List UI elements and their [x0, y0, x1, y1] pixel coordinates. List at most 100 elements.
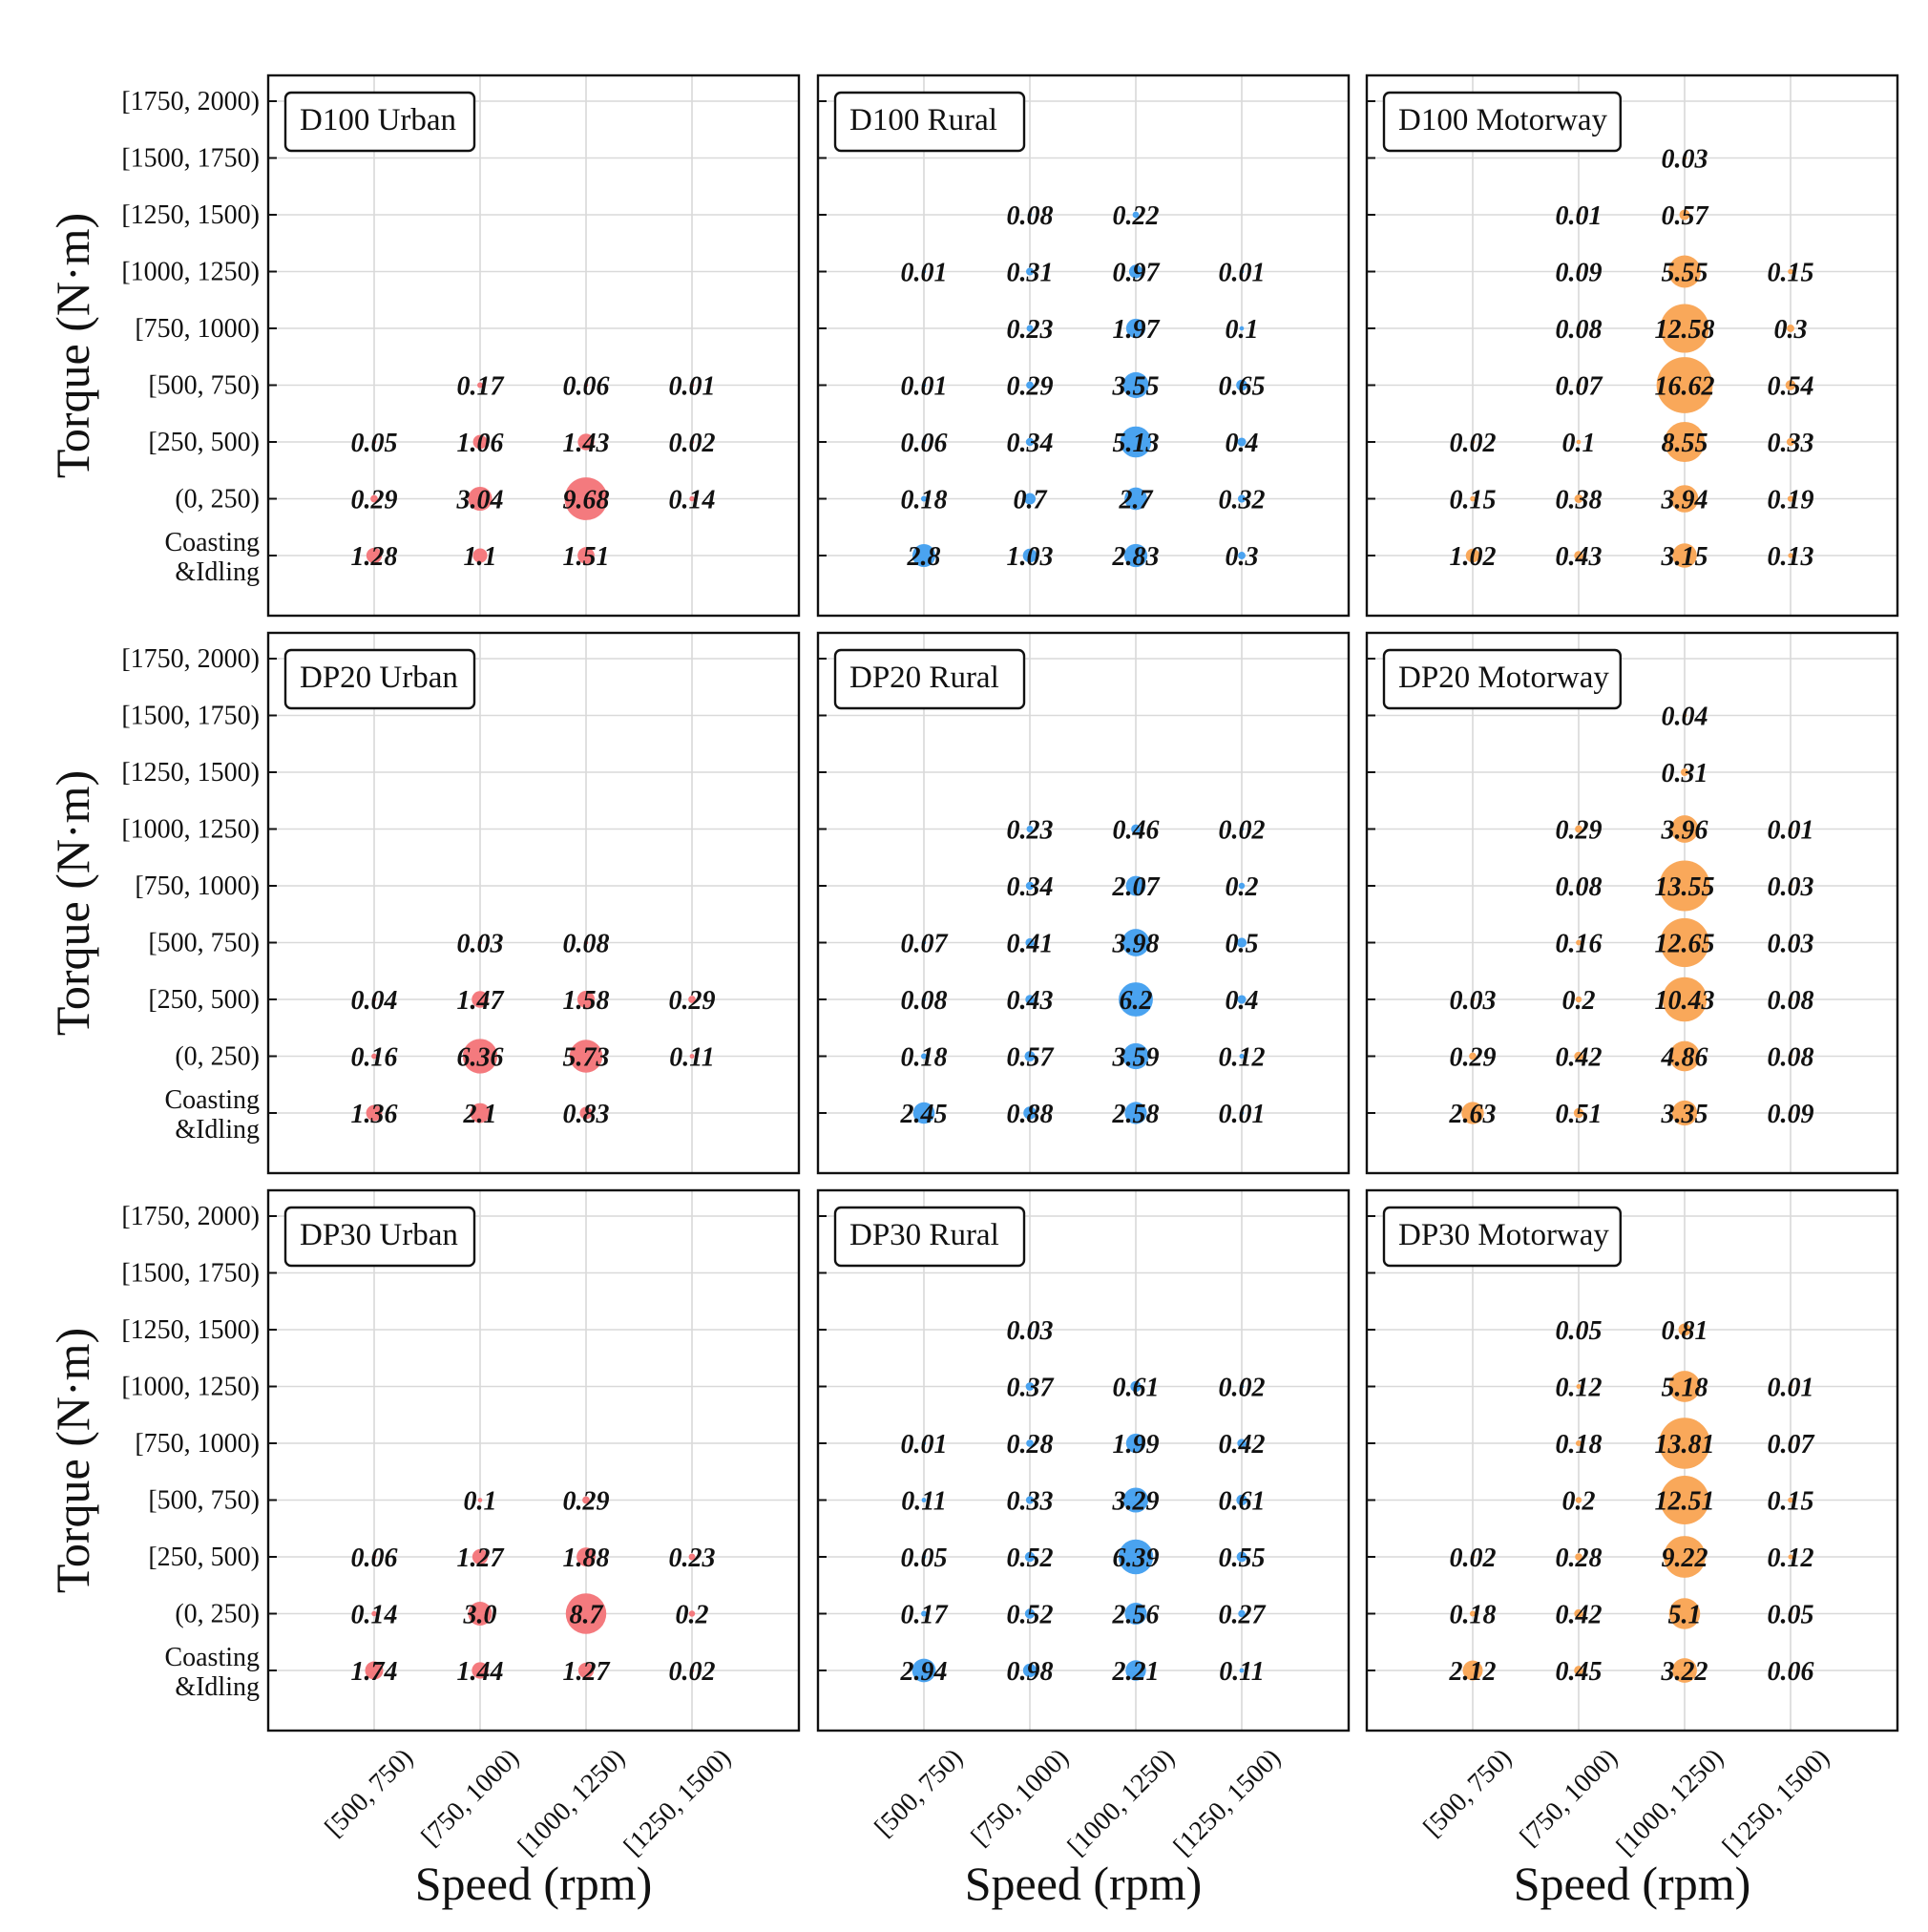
value-label: 3.0 — [463, 1601, 497, 1630]
value-label: 0.18 — [1556, 1430, 1603, 1460]
x-tick-label: [1250, 1500) — [618, 1743, 737, 1861]
value-label: 0.03 — [1768, 930, 1814, 959]
bubble — [1025, 881, 1035, 891]
value-label: 0.07 — [901, 930, 949, 959]
bubble — [1470, 439, 1476, 445]
bubble — [1788, 268, 1793, 275]
bubble — [365, 1661, 384, 1680]
value-label: 0.37 — [1007, 1374, 1055, 1403]
panel-title-box: DP30 Urban — [283, 1206, 476, 1268]
bubble — [1670, 485, 1699, 513]
value-label: 0.08 — [563, 930, 610, 959]
panel-title: D100 Rural — [849, 103, 997, 137]
bubble — [1575, 996, 1582, 1003]
panel-title-frame — [283, 1206, 476, 1268]
value-label: 4.86 — [1661, 1043, 1708, 1073]
bubble — [1660, 1476, 1709, 1524]
bubble — [1470, 1554, 1476, 1560]
bubble — [1668, 1371, 1701, 1402]
bubble — [1025, 267, 1035, 276]
bubble — [468, 486, 492, 512]
y-tick-label: Coasting — [164, 1085, 260, 1115]
value-label: 0.02 — [669, 429, 716, 458]
bubble — [1672, 543, 1697, 568]
bubble — [472, 434, 488, 450]
value-label: 0.57 — [1007, 1043, 1055, 1073]
x-tick-label: [1000, 1250) — [1611, 1743, 1729, 1861]
panel-title-frame — [283, 648, 476, 710]
value-label: 0.06 — [351, 1544, 398, 1573]
value-label: 0.61 — [1113, 1374, 1160, 1403]
value-label: 0.06 — [901, 429, 948, 458]
bubble — [1785, 380, 1796, 390]
value-label: 0.1 — [464, 1487, 497, 1517]
bubble — [1787, 325, 1794, 332]
bubble — [921, 439, 927, 445]
bubble — [366, 547, 383, 564]
value-label: 0.28 — [1007, 1430, 1054, 1460]
value-label: 2.45 — [900, 1100, 948, 1129]
bubble — [1125, 1660, 1146, 1681]
bubble — [1236, 937, 1247, 948]
value-label: 0.33 — [1768, 429, 1814, 458]
value-label: 0.43 — [1007, 986, 1054, 1016]
value-label: 0.83 — [563, 1100, 610, 1129]
panel-title-box: DP20 Urban — [283, 648, 476, 710]
bubble — [1576, 1384, 1582, 1389]
value-label: 1.43 — [563, 429, 610, 458]
value-label: 0.05 — [351, 429, 398, 458]
panel-title-box: DP20 Rural — [833, 648, 1026, 710]
bubble — [1122, 1487, 1149, 1513]
value-label: 9.68 — [563, 486, 610, 515]
value-label: 0.2 — [1226, 872, 1259, 902]
value-label: 0.1 — [1562, 429, 1596, 458]
x-tick-label: [500, 750) — [320, 1743, 419, 1842]
bubble — [1668, 255, 1701, 288]
bubble — [1574, 1666, 1583, 1675]
panel-dp20-urban: 1.36 2.1 0.83 0.16 6.36 5.73 0.11 0.04 1.47 1.58 0… — [46, 631, 801, 1175]
bubble — [1236, 1494, 1247, 1506]
bubble — [1025, 437, 1035, 447]
bubble — [1027, 212, 1033, 218]
bubble — [371, 1053, 377, 1060]
bubble — [366, 1104, 383, 1122]
value-label: 0.08 — [1768, 986, 1814, 1016]
panel-frame — [816, 1188, 1351, 1732]
bubble — [921, 1610, 927, 1617]
bubble — [1788, 1440, 1793, 1446]
value-label: 0.06 — [1768, 1657, 1814, 1687]
value-label: 0.17 — [901, 1601, 949, 1630]
value-label: 5.55 — [1662, 259, 1708, 288]
panel-dp20-motorway: 2.63 0.51 3.35 0.09 0.29 0.42 4.86 0.08 0.03 0.2 1… — [1365, 631, 1899, 1175]
value-label: 1.44 — [457, 1657, 504, 1687]
value-label: 0.81 — [1662, 1316, 1708, 1346]
bubble — [1125, 318, 1146, 339]
bubble — [1788, 883, 1793, 889]
panel-title-frame — [833, 648, 1026, 710]
value-label: 1.97 — [1113, 315, 1161, 345]
value-label: 0.03 — [1450, 986, 1497, 1016]
value-label: 8.55 — [1662, 429, 1708, 458]
bubble — [912, 1102, 935, 1124]
y-tick-label: [500, 750) — [148, 1486, 260, 1516]
value-label: 0.88 — [1007, 1100, 1054, 1129]
bubble — [1122, 1042, 1149, 1070]
bubble — [1118, 1539, 1154, 1575]
panel-d100-urban: 1.28 1.1 1.51 0.29 3.04 9.68 0.14 0.05 1.06 1.43 0… — [46, 74, 801, 618]
value-label: 0.01 — [1219, 259, 1266, 288]
bubble — [477, 382, 483, 388]
value-label: 0.22 — [1113, 201, 1160, 231]
value-label: 1.27 — [563, 1657, 611, 1687]
bubble — [1659, 1418, 1710, 1469]
value-label: 6.39 — [1113, 1544, 1160, 1573]
value-label: 0.01 — [901, 259, 948, 288]
value-label: 0.23 — [669, 1544, 716, 1573]
value-label: 0.08 — [901, 986, 948, 1016]
bubble — [1119, 982, 1153, 1017]
bubble — [912, 543, 936, 568]
value-label: 2.8 — [907, 542, 941, 572]
panel-title-frame — [833, 91, 1026, 153]
bubble — [921, 1498, 927, 1502]
y-tick-label: [250, 500) — [148, 428, 260, 457]
bubble — [1023, 1106, 1037, 1120]
